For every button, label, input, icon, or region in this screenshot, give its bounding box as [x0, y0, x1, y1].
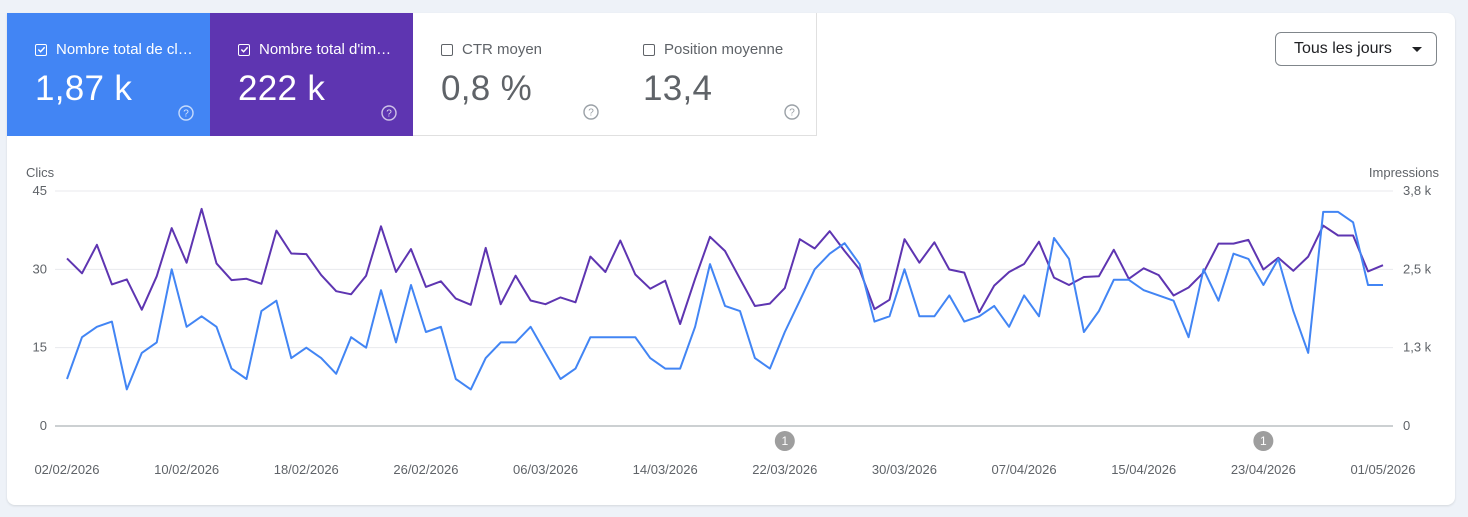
right-tick-label: 3,8 k [1403, 183, 1432, 198]
metric-tile-position[interactable]: Position moyenne 13,4 ? [615, 13, 817, 136]
ctr-value: 0,8 % [441, 69, 532, 108]
svg-text:?: ? [588, 108, 594, 119]
x-tick-label: 01/05/2026 [1350, 462, 1415, 477]
annotation-marker [774, 431, 795, 451]
check-icon [240, 46, 248, 53]
right-axis-title: Impressions [1368, 165, 1439, 180]
x-tick-label: 02/02/2026 [34, 462, 99, 477]
right-tick-label: 0 [1403, 418, 1410, 433]
right-tick-label: 2,5 k [1403, 261, 1432, 276]
x-tick-label: 23/04/2026 [1231, 462, 1296, 477]
left-tick-label: 15 [33, 340, 47, 355]
svg-text:?: ? [386, 109, 392, 120]
x-tick-label: 06/03/2026 [513, 462, 578, 477]
x-tick-label: 07/04/2026 [992, 462, 1057, 477]
annotation-label: 1 [1260, 434, 1267, 448]
metric-tile-clicks[interactable]: Nombre total de clics 1,87 k ? [7, 13, 210, 136]
metric-tile-ctr[interactable]: CTR moyen 0,8 % ? [413, 13, 616, 136]
left-tick-label: 45 [33, 183, 47, 198]
help-icon[interactable]: ? [381, 105, 397, 121]
help-icon[interactable]: ? [583, 104, 599, 120]
clicks-checkbox[interactable] [35, 43, 47, 56]
performance-chart: 45 3,8 k 30 2,5 k 15 1,3 k 0 0 02/02/2026 10/02/2… [33, 183, 1432, 477]
position-value: 13,4 [643, 69, 713, 108]
performance-card: Nombre total de clics 1,87 k ? Nombre to… [7, 13, 1455, 505]
left-axis-title: Clics [26, 165, 55, 180]
x-tick-label: 22/03/2026 [752, 462, 817, 477]
ctr-checkbox[interactable] [441, 43, 453, 56]
series-line-impressions [66, 207, 1384, 325]
svg-text:?: ? [183, 109, 189, 120]
position-checkbox[interactable] [643, 43, 655, 56]
annotation-marker [1253, 431, 1274, 451]
annotation-label: 1 [781, 434, 788, 448]
x-tick-label: 10/02/2026 [154, 462, 219, 477]
date-granularity-dropdown[interactable]: Tous les jours [1275, 32, 1437, 66]
metric-tile-impressions[interactable]: Nombre total d'impressions 222 k ? [210, 13, 413, 136]
help-icon[interactable]: ? [784, 104, 800, 120]
left-tick-label: 0 [40, 418, 47, 433]
x-tick-label: 14/03/2026 [633, 462, 698, 477]
x-tick-label: 30/03/2026 [872, 462, 937, 477]
right-tick-label: 1,3 k [1403, 340, 1432, 355]
dropdown-label: Tous les jours [1294, 40, 1392, 57]
help-icon[interactable]: ? [178, 105, 194, 121]
impressions-checkbox[interactable] [238, 43, 250, 56]
series-line-clicks [66, 210, 1383, 391]
svg-text:?: ? [789, 108, 795, 119]
left-tick-label: 30 [33, 261, 47, 276]
clicks-value: 1,87 k [35, 69, 133, 108]
impressions-value: 222 k [238, 69, 326, 108]
check-icon [37, 46, 45, 53]
x-tick-label: 26/02/2026 [393, 462, 458, 477]
chevron-down-icon [1412, 47, 1422, 52]
x-tick-label: 15/04/2026 [1111, 462, 1176, 477]
x-tick-label: 18/02/2026 [274, 462, 339, 477]
